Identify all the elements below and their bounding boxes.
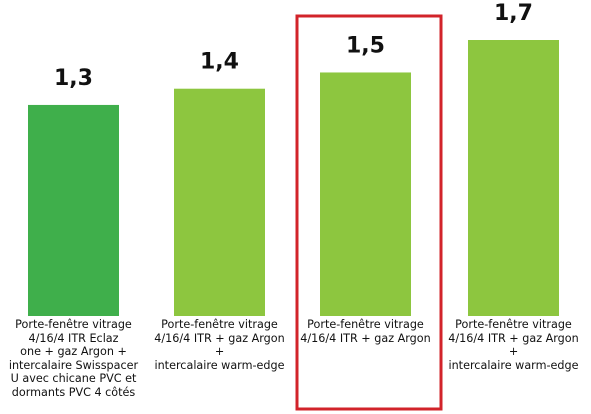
category-label-line: one + gaz Argon + bbox=[20, 345, 127, 358]
value-label-4: 1,7 bbox=[494, 1, 533, 26]
bar-4 bbox=[468, 40, 559, 316]
bar-2 bbox=[174, 88, 265, 317]
category-label-line: intercalaire Swisspacer bbox=[8, 358, 139, 372]
bar-1 bbox=[28, 104, 119, 316]
category-label-1: Porte-fenêtre vitrage 4/16/4 ITR Eclaz one… bbox=[3, 318, 145, 399]
value-label-2: 1,4 bbox=[200, 50, 239, 75]
category-label-line: 4/16/4 ITR + gaz Argon + bbox=[154, 331, 285, 359]
category-label-line: Porte-fenêtre vitrage bbox=[161, 318, 278, 331]
category-label-line: dormants PVC 4 côtés bbox=[11, 385, 136, 399]
category-label-4: Porte-fenêtre vitrage 4/16/4 ITR + gaz Ar… bbox=[443, 318, 585, 372]
category-label-line: 4/16/4 ITR Eclaz bbox=[28, 331, 119, 345]
category-label-line: intercalaire warm-edge bbox=[154, 358, 285, 372]
value-label-3: 1,5 bbox=[346, 33, 385, 58]
category-label-line: 4/16/4 ITR + gaz Argon bbox=[300, 331, 431, 345]
category-label-line: Porte-fenêtre vitrage bbox=[455, 318, 572, 331]
bar-3 bbox=[320, 72, 411, 317]
category-label-3: Porte-fenêtre vitrage 4/16/4 ITR + gaz Ar… bbox=[295, 318, 437, 345]
category-label-line: 4/16/4 ITR + gaz Argon + bbox=[448, 331, 579, 359]
category-label-line: intercalaire warm-edge bbox=[448, 358, 579, 372]
category-label-line: Porte-fenêtre vitrage bbox=[307, 318, 424, 331]
category-label-line: Porte-fenêtre vitrage bbox=[15, 318, 132, 331]
highlight-frame bbox=[295, 14, 443, 411]
value-label-1: 1,3 bbox=[54, 66, 93, 91]
category-label-2: Porte-fenêtre vitrage 4/16/4 ITR + gaz Ar… bbox=[149, 318, 291, 372]
category-label-line: U avec chicane PVC et bbox=[10, 372, 137, 385]
